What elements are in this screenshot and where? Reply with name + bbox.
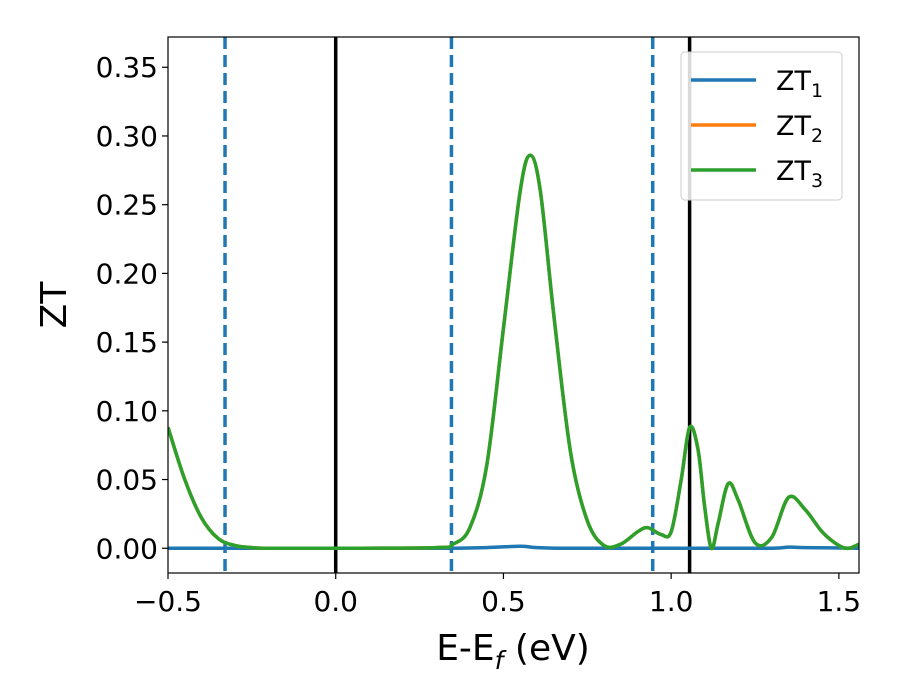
y-axis-title: ZT [34, 281, 75, 329]
y-tick-label: 0.00 [96, 532, 158, 565]
legend-box [680, 51, 843, 201]
y-tick-label: 0.20 [96, 257, 158, 290]
y-tick-label: 0.10 [96, 395, 158, 428]
reference-lines [223, 37, 692, 573]
x-tick-label: 0.5 [481, 585, 526, 618]
x-tick-label: 1.0 [649, 585, 694, 618]
x-axis-title: E-Ef (eV) [436, 628, 590, 675]
y-tick-label: 0.35 [96, 51, 158, 84]
y-tick-label: 0.05 [96, 464, 158, 497]
legend-label-2: ZT2 [776, 111, 823, 147]
series-layer [168, 153, 859, 551]
series-line-3 [168, 153, 859, 551]
y-tick-label: 0.25 [96, 189, 158, 222]
plot-frame [167, 36, 860, 574]
y-axis: 0.00 0.05 0.10 0.15 0.20 0.25 0.30 0.35 [96, 51, 168, 565]
series-line-2 [168, 153, 859, 551]
x-tick-label: −0.5 [134, 585, 202, 618]
legend-label-1: ZT1 [776, 66, 823, 102]
x-axis: −0.5 0.0 0.5 1.0 1.5 [134, 573, 861, 618]
y-tick-label: 0.30 [96, 120, 158, 153]
legend: ZT1 ZT2 ZT3 [680, 51, 843, 201]
y-tick-label: 0.15 [96, 326, 158, 359]
x-tick-label: 0.0 [313, 585, 358, 618]
x-tick-label: 1.5 [817, 585, 862, 618]
x-axis-title-suffix: (eV) [503, 628, 589, 669]
legend-label-3: ZT3 [776, 156, 823, 192]
